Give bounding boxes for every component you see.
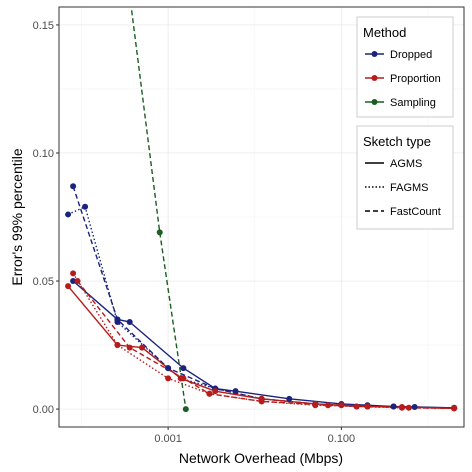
x-tick-label: 0.100 — [328, 433, 356, 445]
legend-key-point-dropped — [371, 51, 378, 57]
legend-key-point-proportion — [371, 75, 378, 81]
legend-sketch: Sketch type AGMS FAGMS FastCount — [356, 125, 454, 230]
point-proportion-fastcount — [324, 402, 331, 409]
legend-sketch-title: Sketch type — [363, 134, 431, 149]
y-tick-label: 0.05 — [33, 276, 54, 288]
point-proportion-agms — [338, 402, 345, 409]
point-sampling-fastcount — [156, 229, 163, 236]
series-layer — [65, 7, 458, 413]
point-dropped-agms — [126, 319, 133, 325]
point-dropped-agms — [232, 388, 239, 395]
series-line-dropped-fastcount — [72, 186, 455, 409]
point-dropped-fastcount — [165, 365, 172, 372]
y-tick-label: 0.15 — [33, 20, 54, 32]
legend-method-keys — [365, 51, 384, 105]
legend-entry-sampling-label: Sampling — [390, 97, 436, 109]
x-tick-label: 0.001 — [154, 433, 182, 445]
point-dropped-fastcount — [114, 316, 121, 323]
point-proportion-fastcount — [74, 278, 81, 285]
point-proportion-fastcount — [405, 404, 412, 411]
y-axis-ticks: 0.00 0.05 0.10 0.15 — [33, 20, 59, 416]
y-tick-label: 0.00 — [33, 404, 54, 416]
point-proportion-fastcount — [451, 405, 458, 412]
legend-sketch-box — [356, 125, 454, 230]
point-dropped-fagms — [390, 403, 397, 410]
legend-entry-proportion-label: Proportion — [390, 73, 441, 85]
legend-entry-dropped-label: Dropped — [390, 49, 432, 61]
legend-method-title: Method — [363, 25, 406, 40]
point-dropped-fastcount — [411, 404, 418, 411]
point-proportion-fastcount — [206, 390, 213, 397]
point-proportion-agms — [65, 283, 72, 290]
legend-key-point-sampling — [371, 99, 378, 105]
point-proportion-agms — [139, 344, 146, 351]
y-axis-title: Error's 99% percentile — [9, 148, 25, 286]
point-proportion-agms — [212, 388, 219, 395]
point-dropped-agms — [180, 365, 187, 372]
point-dropped-agms — [70, 278, 77, 285]
point-proportion-fagms — [70, 270, 77, 277]
point-proportion-fastcount — [258, 398, 265, 405]
point-dropped-fagms — [65, 211, 72, 218]
point-proportion-fastcount — [180, 375, 187, 382]
plot-panel-border — [58, 6, 465, 428]
legend-entry-fastcount-label: FastCount — [390, 206, 441, 218]
y-tick-label: 0.10 — [33, 148, 54, 160]
point-dropped-fagms — [82, 203, 89, 210]
point-proportion-fagms — [353, 403, 360, 410]
point-sampling-fastcount — [182, 406, 189, 413]
legend-entry-fagms-label: FAGMS — [390, 182, 429, 194]
point-dropped-fastcount — [70, 183, 77, 190]
point-proportion-fagms — [312, 402, 319, 409]
legend-entry-agms-label: AGMS — [390, 158, 422, 170]
point-proportion-fagms — [398, 404, 405, 411]
point-proportion-fagms — [165, 375, 172, 382]
x-axis-title: Network Overhead (Mbps) — [179, 450, 343, 466]
legend-method: Method Dropped Proportion Sampling — [356, 16, 454, 118]
series-line-sampling-fastcount — [130, 7, 187, 410]
point-proportion-fastcount — [126, 344, 133, 351]
point-proportion-fagms — [114, 342, 121, 349]
point-dropped-agms — [286, 395, 293, 402]
x-axis-ticks: 0.001 0.100 — [154, 427, 355, 445]
point-proportion-fastcount — [364, 403, 371, 410]
